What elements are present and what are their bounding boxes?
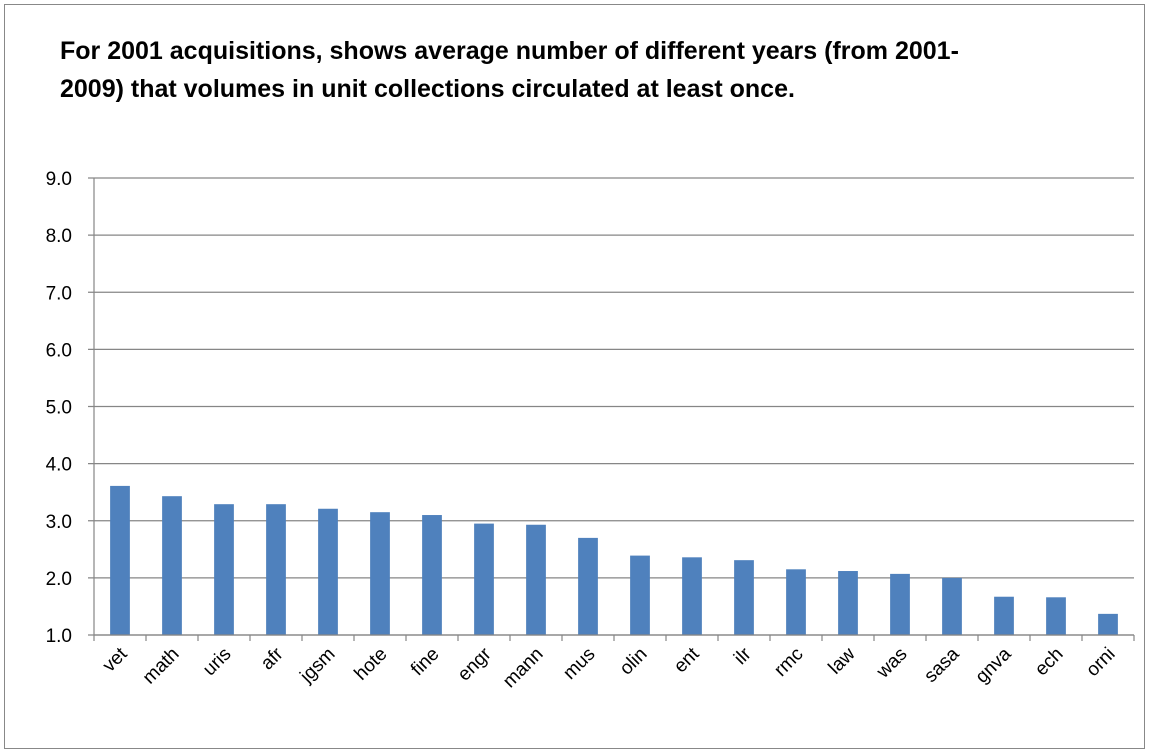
bar-afr xyxy=(266,504,286,635)
x-tick-label: orni xyxy=(1082,644,1119,681)
axes xyxy=(93,178,1135,641)
bar-ilr xyxy=(734,560,754,635)
y-tick-label: 1.0 xyxy=(46,626,72,647)
y-axis-tick-labels: 1.0 2.0 3.0 4.0 5.0 6.0 7.0 8.0 9.0 xyxy=(46,169,72,647)
bar-hote xyxy=(370,512,390,635)
bar-math xyxy=(162,496,182,635)
x-tick-label: olin xyxy=(616,644,652,680)
gridlines xyxy=(88,177,1134,636)
y-tick-label: 9.0 xyxy=(46,169,72,190)
bar-mus xyxy=(578,537,598,635)
y-tick-label: 5.0 xyxy=(46,398,72,419)
x-tick-label: mann xyxy=(499,644,547,692)
x-tick-label: jgsm xyxy=(296,644,340,688)
y-tick-label: 7.0 xyxy=(46,283,72,304)
x-tick-label: fine xyxy=(407,644,444,681)
bar-fine xyxy=(422,515,442,635)
x-tick-label: law xyxy=(825,643,860,678)
x-tick-label: gnva xyxy=(972,643,1016,687)
x-tick-label: ech xyxy=(1031,644,1068,681)
bar-engr xyxy=(474,523,494,635)
bar-jgsm xyxy=(318,508,338,635)
x-axis-tick-labels: vet math uris afr jgsm hote fine engr mann mus oli… xyxy=(99,643,1120,692)
x-tick-label: ent xyxy=(670,643,704,677)
y-tick-label: 8.0 xyxy=(46,226,72,247)
bar-was xyxy=(890,573,910,635)
x-tick-label: engr xyxy=(454,643,496,685)
x-tick-label: math xyxy=(139,644,184,689)
x-tick-label: hote xyxy=(351,644,392,685)
bar-mann xyxy=(526,524,546,635)
bar-rmc xyxy=(786,569,806,635)
x-tick-label: ilr xyxy=(730,643,756,669)
x-tick-label: vet xyxy=(99,643,132,676)
y-tick-label: 4.0 xyxy=(46,455,72,476)
bar-ech xyxy=(1046,597,1066,635)
x-tick-label: was xyxy=(872,644,911,683)
x-tick-label: sasa xyxy=(920,643,964,687)
bar-law xyxy=(838,571,858,635)
bar-orni xyxy=(1098,613,1118,635)
y-tick-label: 3.0 xyxy=(46,512,72,533)
bar-ent xyxy=(682,557,702,635)
x-tick-label: uris xyxy=(199,644,236,681)
bar-olin xyxy=(630,555,650,635)
x-tick-label: afr xyxy=(257,643,288,674)
bar-uris xyxy=(214,504,234,635)
bar-sasa xyxy=(942,577,962,635)
x-tick-label: mus xyxy=(559,644,599,684)
y-tick-label: 6.0 xyxy=(46,340,72,361)
bar-gnva xyxy=(994,596,1014,635)
chart-title: For 2001 acquisitions, shows average num… xyxy=(60,37,959,103)
x-tick-label: rmc xyxy=(770,644,807,681)
bars xyxy=(110,485,1118,635)
y-tick-label: 2.0 xyxy=(46,569,72,590)
bar-vet xyxy=(110,485,130,635)
